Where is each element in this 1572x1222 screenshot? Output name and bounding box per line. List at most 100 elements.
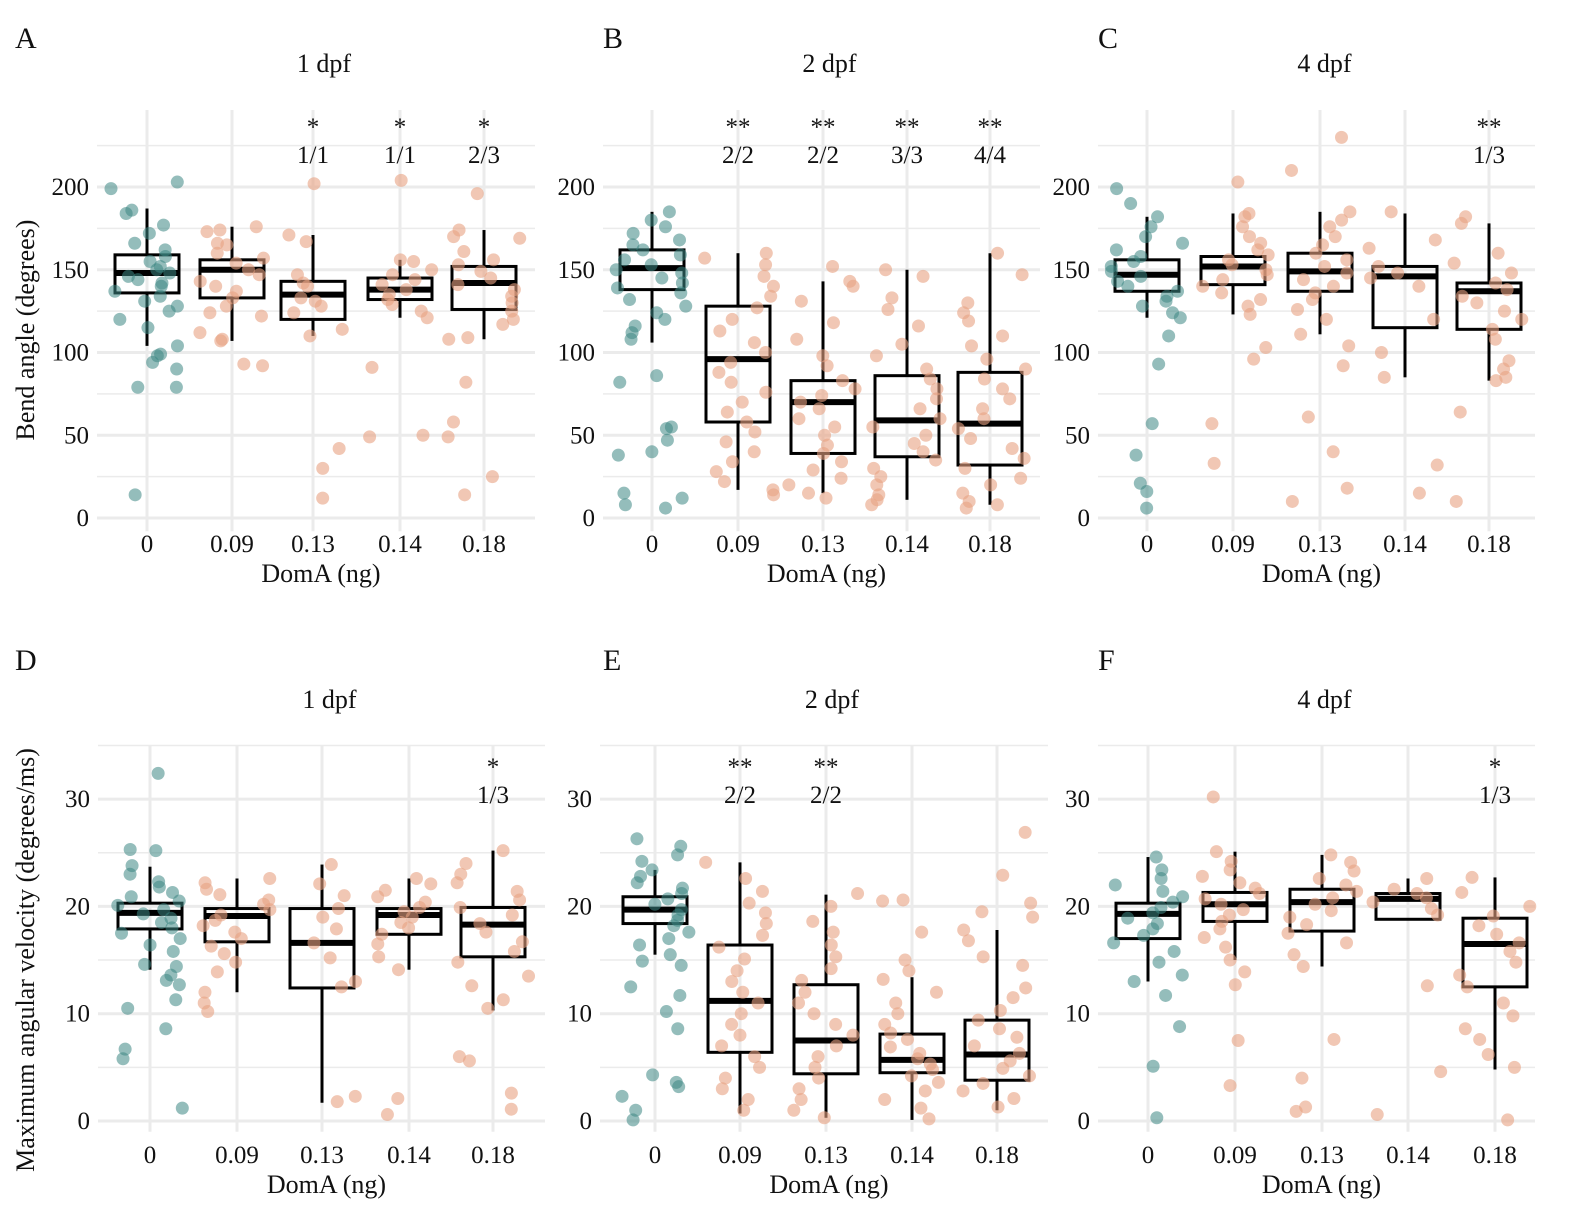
data-point <box>141 321 155 335</box>
data-point <box>1233 876 1247 890</box>
significance-stars: ** <box>978 114 1003 141</box>
data-point <box>675 491 689 505</box>
data-point <box>896 893 910 907</box>
data-point <box>153 289 167 303</box>
data-point <box>1166 895 1180 909</box>
data-point <box>337 889 351 903</box>
data-point <box>453 900 467 914</box>
box-0 <box>615 832 696 1127</box>
data-point <box>878 1093 892 1107</box>
x-axis-title: DomA (ng) <box>1262 1170 1381 1199</box>
data-point <box>142 226 156 240</box>
data-point <box>408 273 422 287</box>
box-iqr <box>963 1018 1031 1082</box>
data-point <box>159 973 173 987</box>
data-point <box>1152 357 1166 371</box>
facet-title: 2 dpf <box>802 49 857 78</box>
data-point <box>913 402 927 416</box>
data-point <box>959 501 973 515</box>
data-point <box>1455 289 1469 303</box>
data-point <box>452 1050 466 1064</box>
data-point <box>413 900 427 914</box>
data-point <box>734 1007 748 1021</box>
data-point <box>1453 405 1467 419</box>
data-point <box>817 1111 831 1125</box>
data-point <box>1018 825 1032 839</box>
data-point <box>733 1028 747 1042</box>
data-point <box>128 488 142 502</box>
data-point <box>307 936 321 950</box>
data-point <box>128 236 142 250</box>
data-point <box>958 461 972 475</box>
data-point <box>812 402 826 416</box>
data-point <box>798 985 812 999</box>
facet-title: 4 dpf <box>1297 685 1352 714</box>
data-point <box>792 412 806 426</box>
x-tick-label: 0.09 <box>210 531 254 558</box>
data-point <box>1488 332 1502 346</box>
data-point <box>1144 220 1158 234</box>
data-point <box>1236 220 1250 234</box>
data-point <box>138 957 152 971</box>
data-point <box>1162 329 1176 343</box>
data-point <box>759 258 773 272</box>
data-point <box>458 488 472 502</box>
facet-title: 2 dpf <box>805 685 860 714</box>
data-point <box>1347 864 1361 878</box>
data-point <box>1340 936 1354 950</box>
data-point <box>648 897 662 911</box>
data-point <box>470 187 484 201</box>
data-point <box>1308 897 1322 911</box>
y-tick-label: 0 <box>580 1108 593 1135</box>
data-point <box>709 465 723 479</box>
data-point <box>447 230 461 244</box>
data-point <box>740 415 754 429</box>
significance-ratio: 2/2 <box>724 782 756 809</box>
data-point <box>816 349 830 363</box>
data-point <box>764 289 778 303</box>
x-tick-label: 0.14 <box>1383 531 1427 558</box>
data-point <box>1431 908 1445 922</box>
data-point <box>166 944 180 958</box>
data-point <box>172 978 186 992</box>
data-point <box>385 298 399 312</box>
data-point <box>673 233 687 247</box>
data-point <box>217 947 231 961</box>
data-point <box>1501 1113 1515 1127</box>
data-point <box>1319 312 1333 326</box>
data-point <box>1016 958 1030 972</box>
box-0.14 <box>1366 872 1448 1122</box>
data-point <box>1326 445 1340 459</box>
data-point <box>609 263 623 277</box>
x-tick-label: 0.18 <box>968 531 1012 558</box>
data-point <box>451 278 465 292</box>
y-tick-label: 0 <box>78 1108 91 1135</box>
data-point <box>1428 233 1442 247</box>
data-point <box>929 985 943 999</box>
x-tick-label: 0.13 <box>1298 531 1342 558</box>
data-point <box>513 893 527 907</box>
significance-ratio: 1/1 <box>297 142 329 169</box>
data-point <box>964 432 978 446</box>
data-point <box>916 445 930 459</box>
box-0.09 <box>196 872 277 1019</box>
data-point <box>883 1040 897 1054</box>
box-0.14 <box>865 263 947 512</box>
data-point <box>402 921 416 935</box>
significance-stars: * <box>1489 754 1502 781</box>
data-point <box>879 263 893 277</box>
box-0 <box>104 175 184 502</box>
data-point <box>424 877 438 891</box>
data-point <box>1460 980 1474 994</box>
data-point <box>515 935 529 949</box>
data-point <box>759 385 773 399</box>
box-0.13 <box>787 887 865 1125</box>
data-point <box>1377 370 1391 384</box>
data-point <box>1284 163 1298 177</box>
data-point <box>767 488 781 502</box>
data-point <box>991 1100 1005 1114</box>
data-point <box>996 868 1010 882</box>
data-point <box>208 913 222 927</box>
data-point <box>162 304 176 318</box>
data-point <box>699 855 713 869</box>
